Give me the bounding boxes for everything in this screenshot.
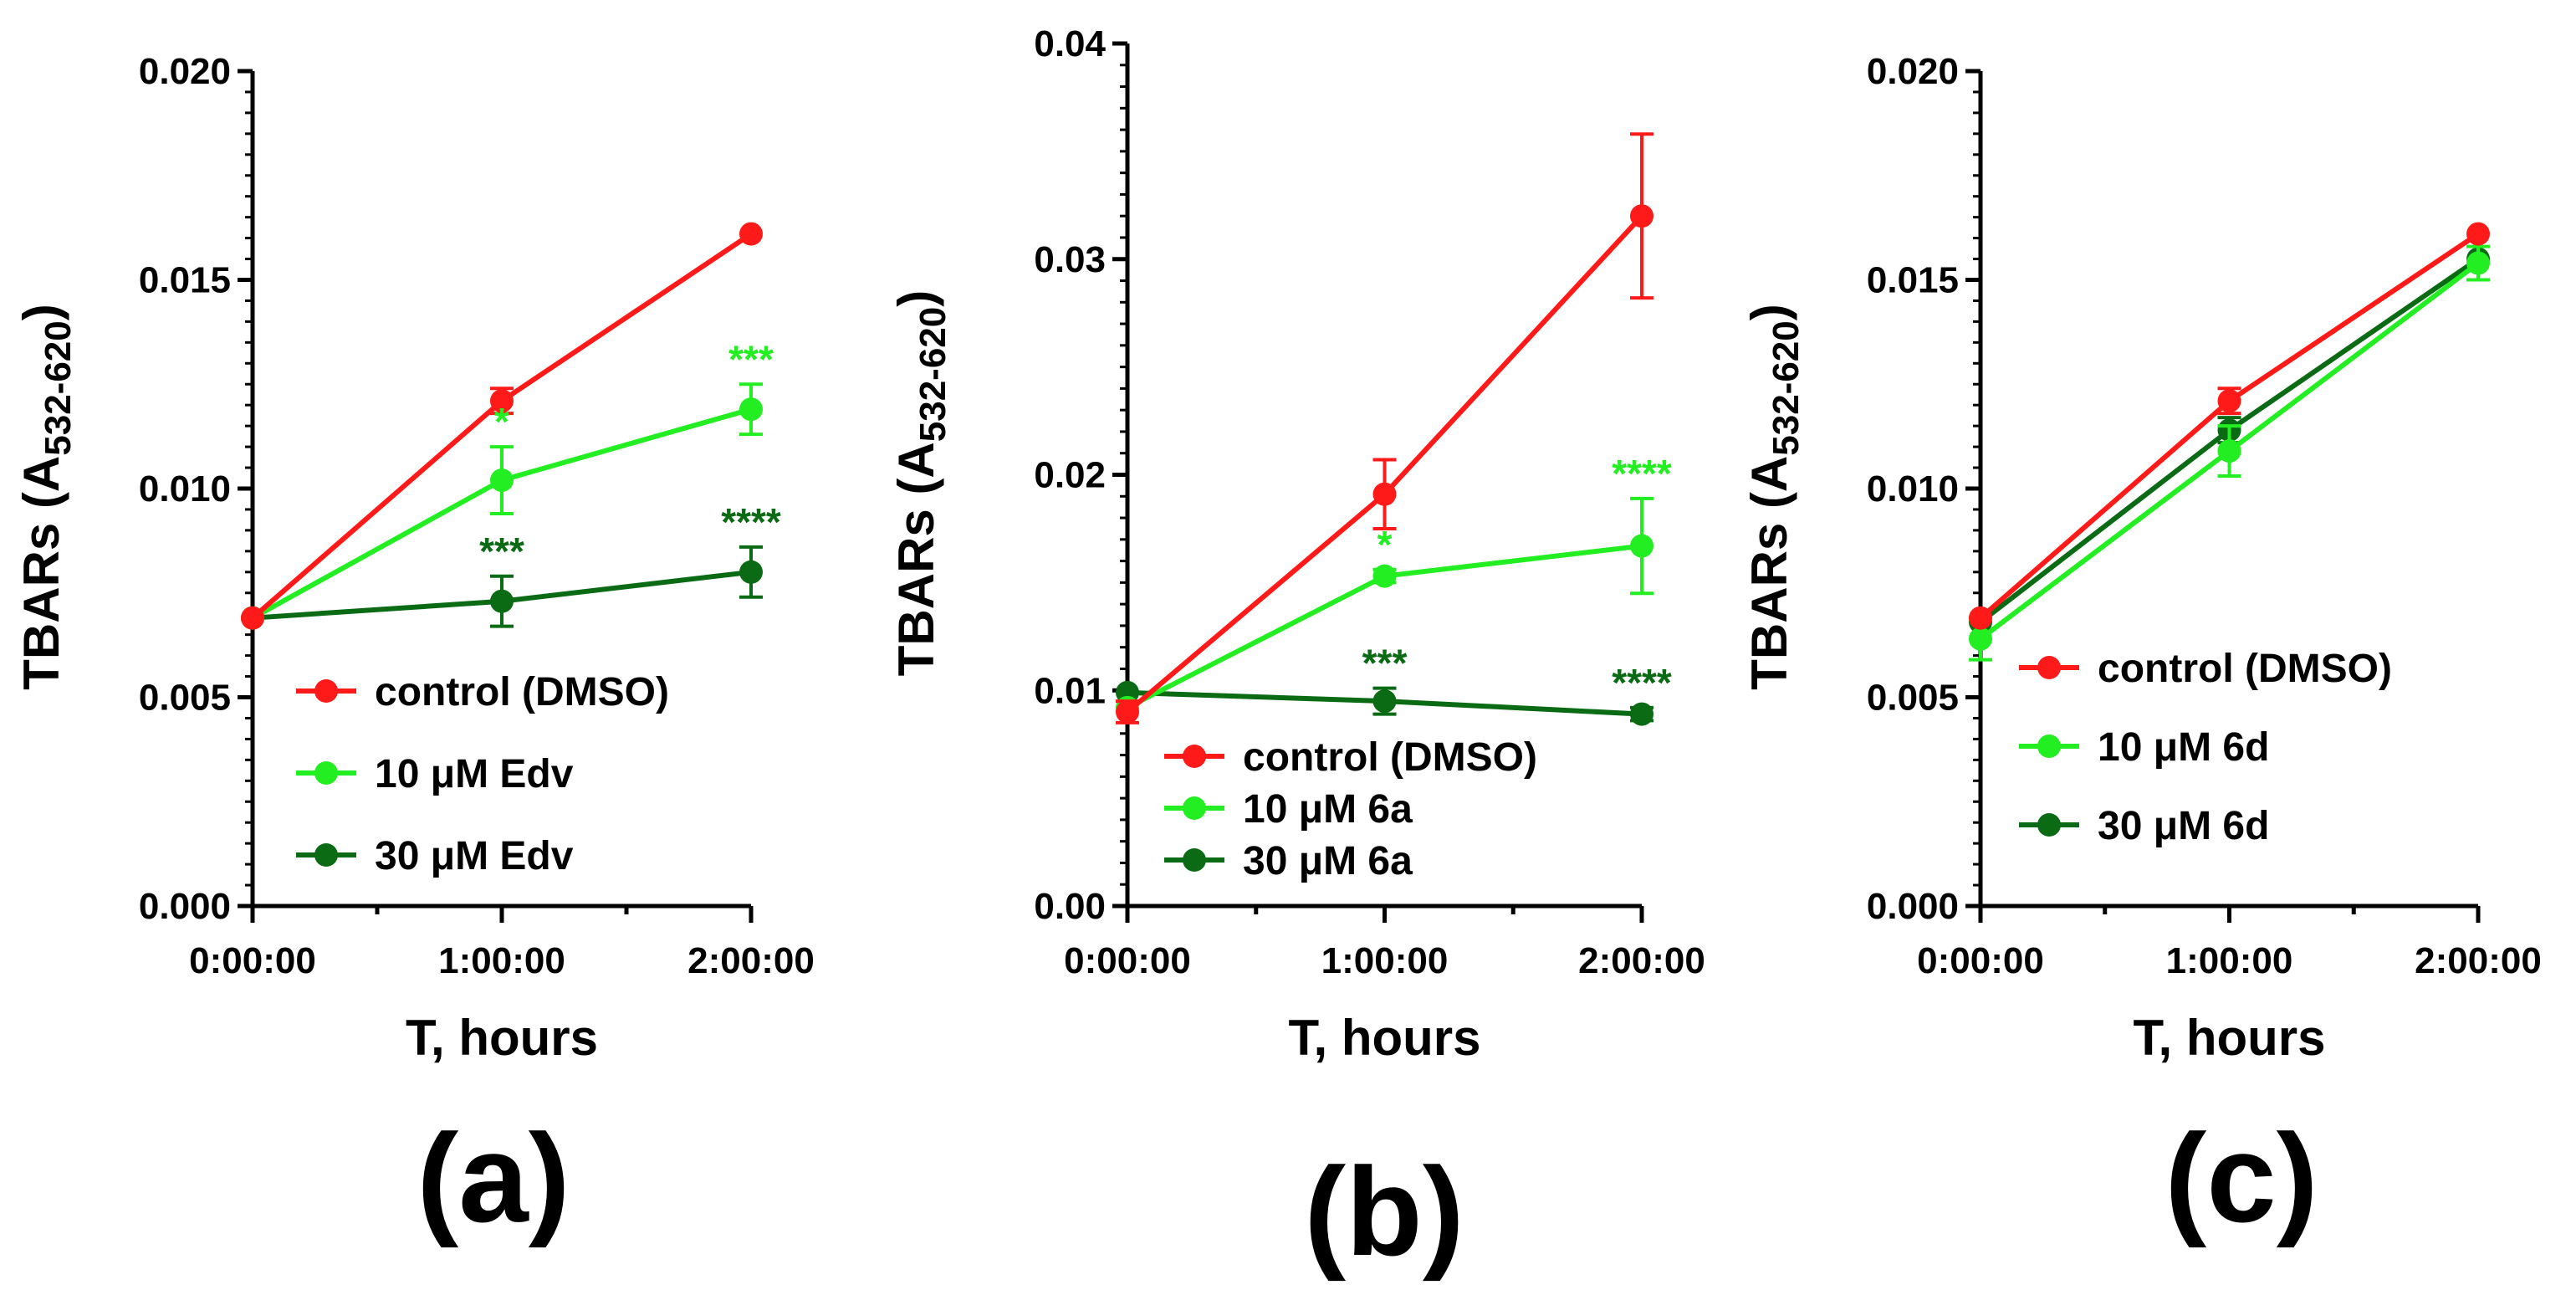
legend-swatch-marker bbox=[1183, 745, 1206, 768]
data-point bbox=[739, 222, 763, 246]
x-tick-label: 1:00:00 bbox=[1321, 940, 1449, 981]
legend-swatch-marker bbox=[2037, 813, 2061, 837]
x-tick-label: 0:00:00 bbox=[1064, 940, 1191, 981]
chart-panel-1: 0.000 0.005 0.010 0.015 0.020 0:00:00 1:00:00 2… bbox=[13, 51, 815, 1248]
data-point bbox=[2217, 389, 2241, 413]
y-tick-label: 0.005 bbox=[1867, 678, 1959, 719]
chart-panel-2: 0.00 0.01 0.02 0.03 0.04 0:00:00 1:00:00 2:00:0… bbox=[888, 23, 1705, 1282]
data-point bbox=[241, 606, 264, 630]
legend-label: 10 μM Edv bbox=[375, 752, 574, 796]
data-point bbox=[1372, 564, 1397, 588]
panel-label: (c) bbox=[2165, 1108, 2318, 1248]
series-1 bbox=[241, 222, 763, 630]
y-axis-title: TBARs (A532-620) bbox=[888, 290, 953, 676]
panel-label: (a) bbox=[417, 1108, 570, 1248]
series-1 bbox=[1969, 222, 2490, 630]
legend-label: control (DMSO) bbox=[2098, 647, 2392, 691]
legend: control (DMSO) 10 μM 6d 30 μM 6d bbox=[2019, 647, 2392, 848]
y-tick-label: 0.015 bbox=[139, 260, 231, 301]
significance-marker: *** bbox=[728, 337, 774, 381]
data-point bbox=[490, 589, 514, 613]
legend-label: control (DMSO) bbox=[1243, 735, 1537, 780]
panel-label: (b) bbox=[1304, 1141, 1464, 1282]
significance-marker: **** bbox=[1612, 661, 1672, 704]
y-tick-label: 0.005 bbox=[139, 678, 231, 719]
chart-panel-3: 0.000 0.005 0.010 0.015 0.020 0:00:00 1:00:00 2… bbox=[1741, 51, 2542, 1248]
significance-marker: * bbox=[1377, 523, 1393, 566]
legend: control (DMSO) 10 μM 6a 30 μM 6a bbox=[1164, 735, 1537, 883]
data-point bbox=[1969, 627, 1992, 651]
legend-label: 30 μM Edv bbox=[375, 834, 574, 878]
legend-swatch-marker bbox=[1183, 848, 1206, 872]
data-point bbox=[1116, 700, 1139, 724]
legend-label: 10 μM 6a bbox=[1243, 787, 1413, 832]
data-point bbox=[2466, 222, 2490, 246]
legend-label: control (DMSO) bbox=[375, 670, 669, 714]
series-2 bbox=[1969, 244, 2490, 662]
y-tick-label: 0.020 bbox=[1867, 51, 1959, 92]
y-tick-label: 0.010 bbox=[1867, 468, 1959, 509]
y-tick-label: 0.020 bbox=[139, 51, 231, 92]
legend-swatch-marker bbox=[2037, 735, 2061, 758]
legend-swatch-marker bbox=[314, 843, 338, 867]
x-tick-label: 0:00:00 bbox=[189, 940, 316, 981]
x-tick-label: 2:00:00 bbox=[1578, 940, 1705, 981]
x-axis-title: T, hours bbox=[2133, 1010, 2325, 1066]
x-tick-label: 2:00:00 bbox=[687, 940, 815, 981]
data-point bbox=[739, 560, 763, 584]
significance-marker: **** bbox=[1612, 452, 1672, 495]
x-tick-label: 1:00:00 bbox=[2166, 940, 2293, 981]
y-axis-title: TBARs (A532-620) bbox=[13, 304, 79, 689]
data-point bbox=[739, 397, 763, 422]
legend-label: 10 μM 6d bbox=[2098, 725, 2269, 770]
y-tick-label: 0.010 bbox=[139, 468, 231, 509]
y-tick-label: 0.04 bbox=[1034, 23, 1106, 64]
y-tick-label: 0.01 bbox=[1034, 670, 1106, 711]
y-tick-label: 0.03 bbox=[1034, 239, 1106, 280]
x-tick-label: 1:00:00 bbox=[438, 940, 565, 981]
y-tick-label: 0.02 bbox=[1034, 455, 1106, 496]
y-tick-label: 0.015 bbox=[1867, 260, 1959, 301]
y-tick-label: 0.000 bbox=[139, 886, 231, 927]
y-tick-label: 0.00 bbox=[1034, 886, 1106, 927]
y-tick-label: 0.000 bbox=[1867, 886, 1959, 927]
legend-swatch-marker bbox=[314, 761, 338, 785]
significance-marker: **** bbox=[721, 500, 781, 544]
data-point bbox=[1630, 204, 1653, 228]
legend-swatch-marker bbox=[2037, 656, 2061, 679]
legend-swatch-marker bbox=[314, 679, 338, 703]
x-tick-label: 2:00:00 bbox=[2415, 940, 2542, 981]
legend-label: 30 μM 6a bbox=[1243, 839, 1413, 883]
data-point bbox=[1630, 702, 1653, 726]
x-axis-title: T, hours bbox=[1288, 1010, 1480, 1066]
data-point bbox=[1372, 689, 1397, 714]
significance-marker: *** bbox=[479, 530, 524, 573]
significance-marker: * bbox=[494, 400, 509, 443]
x-axis-title: T, hours bbox=[406, 1010, 598, 1066]
data-point bbox=[490, 468, 514, 493]
data-point bbox=[1969, 606, 1992, 630]
data-point bbox=[1630, 534, 1653, 558]
y-axis-title: TBARs (A532-620) bbox=[1741, 304, 1807, 689]
data-point bbox=[490, 389, 514, 413]
x-tick-label: 0:00:00 bbox=[1917, 940, 2044, 981]
data-point bbox=[1372, 482, 1397, 506]
series-3 bbox=[1116, 680, 1653, 726]
legend-label: 30 μM 6d bbox=[2098, 804, 2269, 848]
significance-marker: *** bbox=[1362, 642, 1408, 685]
legend-swatch-marker bbox=[1183, 796, 1206, 820]
series-1 bbox=[1116, 132, 1653, 724]
legend: control (DMSO) 10 μM Edv 30 μM Edv bbox=[296, 670, 669, 878]
data-point bbox=[2217, 439, 2241, 463]
data-point bbox=[2466, 251, 2490, 275]
